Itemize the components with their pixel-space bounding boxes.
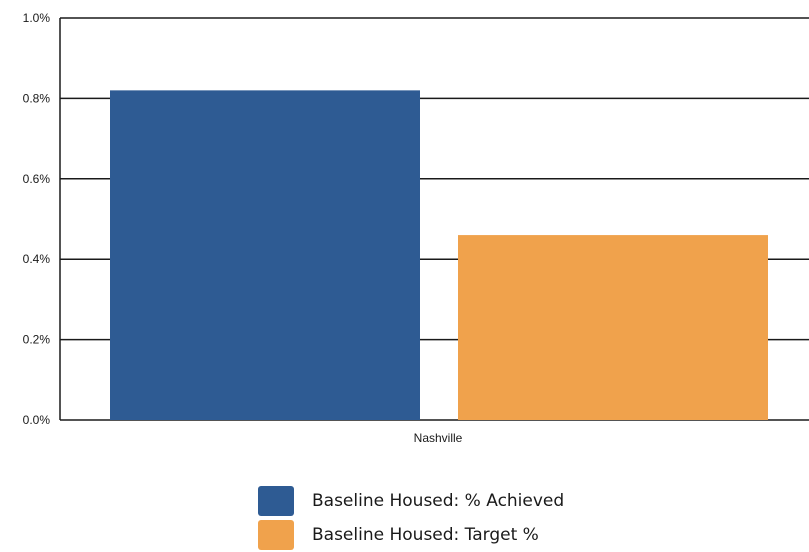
y-tick-label: 1.0% — [23, 11, 51, 25]
x-tick-label: Nashville — [414, 431, 463, 445]
bar-chart: 0.0% 0.2% 0.4% 0.6% 0.8% 1.0% Nashville — [23, 11, 809, 445]
legend-item-achieved: Baseline Housed: % Achieved — [258, 484, 564, 518]
bar-1 — [458, 235, 768, 420]
bar-0 — [110, 90, 420, 421]
legend-label-target: Baseline Housed: Target % — [312, 525, 539, 545]
legend-label-achieved: Baseline Housed: % Achieved — [312, 491, 565, 511]
legend-swatch-achieved — [258, 486, 294, 516]
y-tick-label: 0.8% — [23, 91, 51, 105]
legend-item-target: Baseline Housed: Target % — [258, 518, 564, 552]
legend-swatch-target — [258, 520, 294, 550]
y-tick-label: 0.2% — [23, 333, 51, 347]
y-tick-label: 0.0% — [23, 413, 51, 427]
y-tick-label: 0.4% — [23, 252, 51, 266]
y-tick-label: 0.6% — [23, 172, 51, 186]
legend: Baseline Housed: % Achieved Baseline Hou… — [258, 484, 564, 552]
